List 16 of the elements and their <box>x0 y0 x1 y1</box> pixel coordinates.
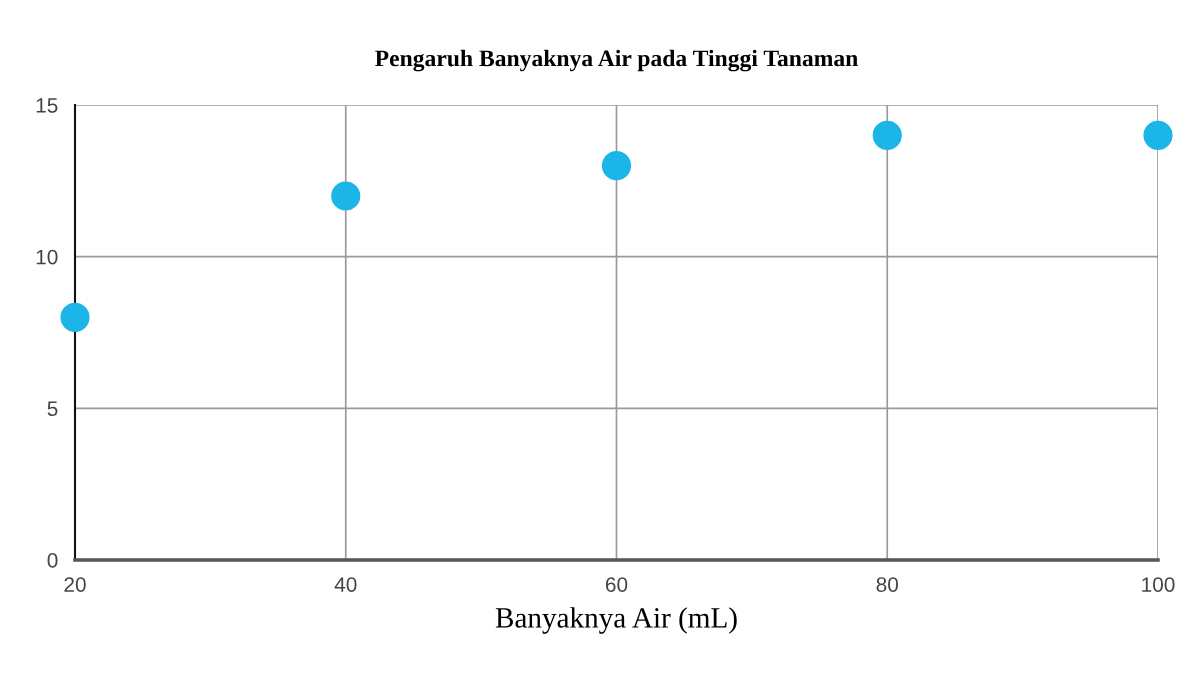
point <box>872 120 902 150</box>
y-tick-label: 0 <box>47 553 58 568</box>
chart-title: Pengaruh Banyaknya Air pada Tinggi Tanaman <box>375 49 858 72</box>
y-tick-label: 15 <box>36 98 58 113</box>
point <box>331 181 361 211</box>
point <box>601 151 632 181</box>
point <box>60 302 90 332</box>
x-axis-title: Banyaknya Air (mL) <box>495 607 737 634</box>
x-tick-label: 20 <box>64 577 86 592</box>
y-tick-label: 5 <box>47 401 58 417</box>
point <box>1143 120 1173 150</box>
x-tick-label: 60 <box>605 577 628 592</box>
x-tick-label: 100 <box>1142 577 1175 592</box>
x-tick-label: 40 <box>334 577 357 592</box>
x-tick-label: 80 <box>876 577 899 592</box>
y-tick-label: 10 <box>36 249 58 265</box>
